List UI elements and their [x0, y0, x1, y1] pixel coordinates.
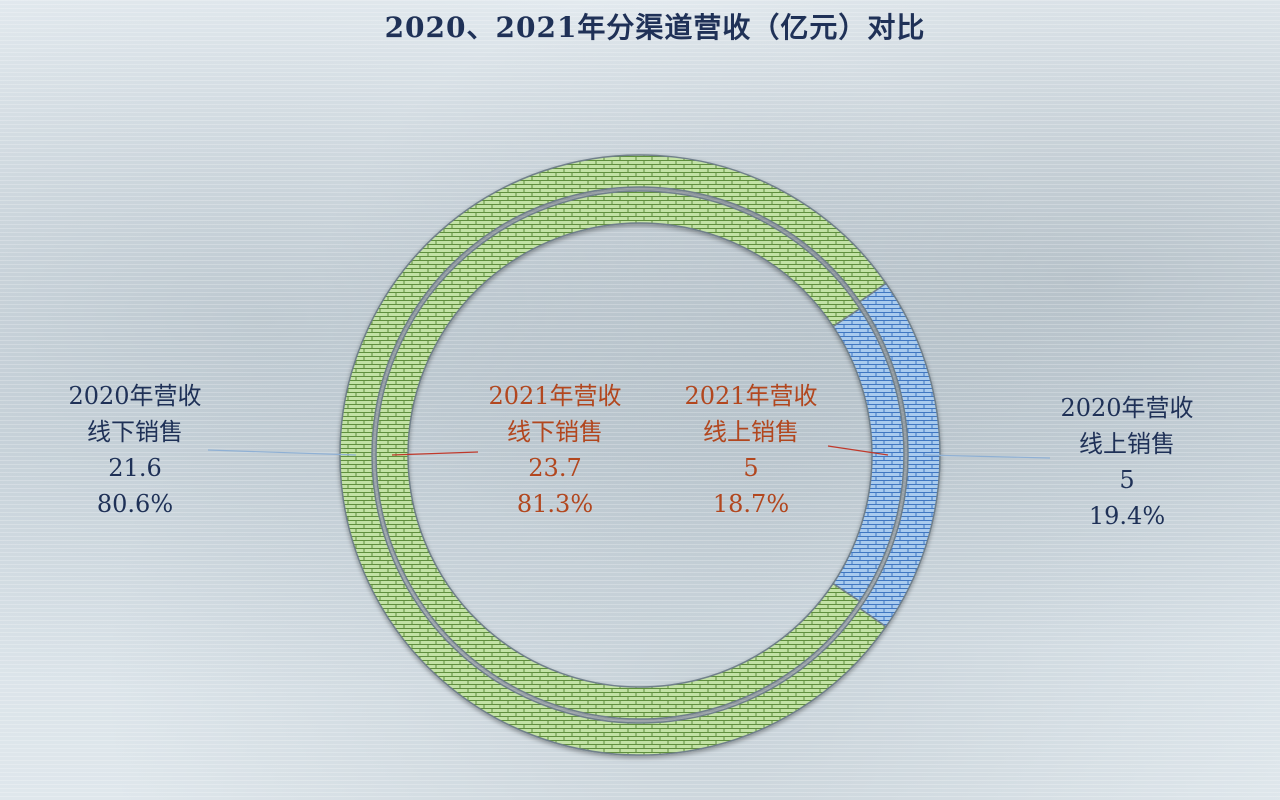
- slice-2020年营收-线下销售: [339, 154, 888, 756]
- label-2020-online-percent: 19.4%: [1088, 502, 1166, 530]
- leader-2020-offline: [207, 449, 357, 456]
- label-2020-offline-category: 线下销售: [87, 418, 183, 446]
- leader-2021-online: [827, 445, 889, 456]
- label-2021-offline-value: 23.7: [528, 454, 582, 482]
- label-2021-online-category: 线上销售: [703, 418, 799, 446]
- label-2021-offline-series: 2021年营收: [488, 382, 622, 410]
- label-2020-offline-percent: 80.6%: [96, 490, 174, 518]
- label-2020-online-value: 5: [1119, 466, 1135, 494]
- label-2021-offline-category: 线下销售: [507, 418, 603, 446]
- label-2021-online-percent: 18.7%: [712, 490, 790, 518]
- label-2020-offline-value: 21.6: [108, 454, 162, 482]
- label-2020-online-series: 2020年营收: [1060, 394, 1194, 422]
- label-2021-online-series: 2021年营收: [684, 382, 818, 410]
- label-2021-offline: 2021年营收 线下销售 23.7 81.3%: [460, 378, 650, 522]
- label-2020-online-category: 线上销售: [1079, 430, 1175, 458]
- label-2021-online: 2021年营收 线上销售 5 18.7%: [656, 378, 846, 522]
- label-2020-offline-series: 2020年营收: [68, 382, 202, 410]
- leader-2021-offline: [391, 451, 479, 456]
- chart-title: 2020、2021年分渠道营收（亿元）对比: [384, 11, 926, 44]
- label-2021-online-value: 5: [743, 454, 759, 482]
- label-2020-online: 2020年营收 线上销售 5 19.4%: [1032, 390, 1222, 534]
- slice-2021年营收-线下销售: [375, 190, 861, 720]
- leader-2020-online: [923, 454, 1051, 459]
- label-2021-offline-percent: 81.3%: [516, 490, 594, 518]
- label-2020-offline: 2020年营收 线下销售 21.6 80.6%: [40, 378, 230, 522]
